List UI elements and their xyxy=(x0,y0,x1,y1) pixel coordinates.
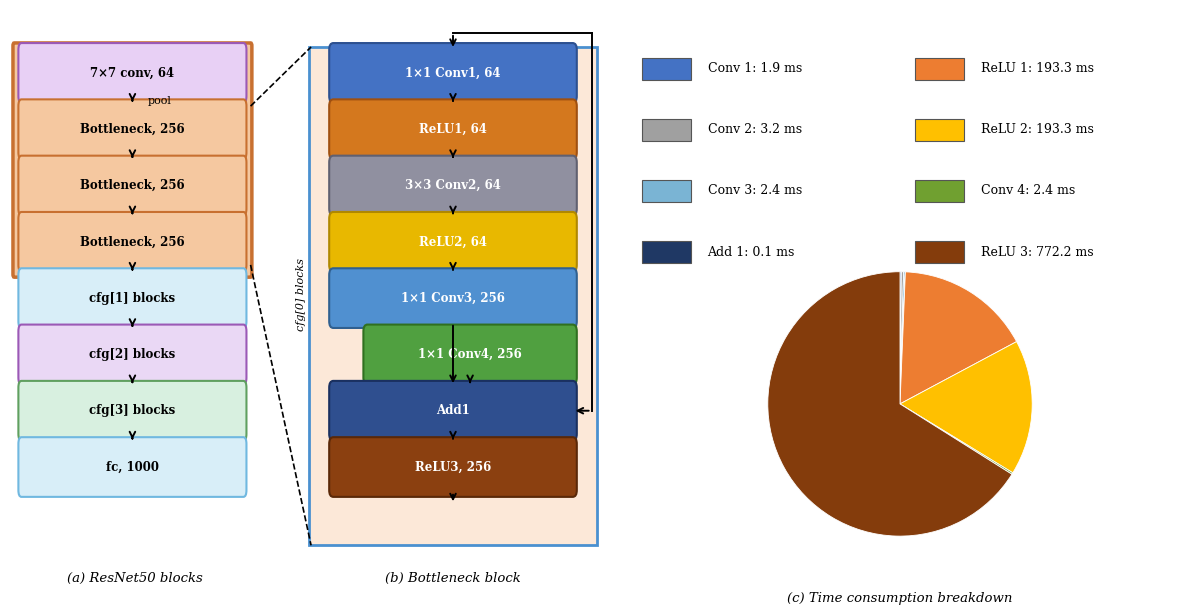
Wedge shape xyxy=(900,272,1016,404)
FancyBboxPatch shape xyxy=(329,212,577,272)
Text: pool: pool xyxy=(148,96,172,106)
Text: Bottleneck, 256: Bottleneck, 256 xyxy=(80,235,185,248)
Bar xyxy=(642,241,691,263)
Bar xyxy=(916,241,964,263)
Text: Bottleneck, 256: Bottleneck, 256 xyxy=(80,122,185,136)
Wedge shape xyxy=(900,404,1013,474)
Text: ReLU 1: 193.3 ms: ReLU 1: 193.3 ms xyxy=(980,62,1093,75)
FancyBboxPatch shape xyxy=(329,155,577,215)
Bar xyxy=(642,180,691,202)
Wedge shape xyxy=(900,272,904,404)
Text: cfg[1] blocks: cfg[1] blocks xyxy=(89,291,175,305)
FancyBboxPatch shape xyxy=(18,43,246,103)
FancyBboxPatch shape xyxy=(18,324,246,384)
Text: Conv 2: 3.2 ms: Conv 2: 3.2 ms xyxy=(708,123,802,136)
Text: ReLU 2: 193.3 ms: ReLU 2: 193.3 ms xyxy=(980,123,1093,136)
Text: Conv 4: 2.4 ms: Conv 4: 2.4 ms xyxy=(980,184,1075,198)
Text: 1×1 Conv3, 256: 1×1 Conv3, 256 xyxy=(401,291,505,305)
Text: ReLU 3: 772.2 ms: ReLU 3: 772.2 ms xyxy=(980,245,1093,259)
Wedge shape xyxy=(900,272,901,404)
Bar xyxy=(916,58,964,80)
FancyBboxPatch shape xyxy=(310,47,596,545)
FancyBboxPatch shape xyxy=(13,43,252,277)
Wedge shape xyxy=(900,272,905,404)
Text: Conv 3: 2.4 ms: Conv 3: 2.4 ms xyxy=(708,184,802,198)
Text: cfg[0] blocks: cfg[0] blocks xyxy=(296,258,306,331)
Text: Add1: Add1 xyxy=(436,404,470,417)
Text: cfg[3] blocks: cfg[3] blocks xyxy=(89,404,175,417)
Text: 1×1 Conv1, 64: 1×1 Conv1, 64 xyxy=(406,66,500,80)
Bar xyxy=(916,180,964,202)
Bar xyxy=(642,58,691,80)
Wedge shape xyxy=(768,272,1012,536)
Text: (b) Bottleneck block: (b) Bottleneck block xyxy=(385,572,521,584)
FancyBboxPatch shape xyxy=(18,155,246,215)
Text: (c) Time consumption breakdown: (c) Time consumption breakdown xyxy=(787,592,1013,605)
FancyBboxPatch shape xyxy=(18,212,246,272)
FancyBboxPatch shape xyxy=(364,324,577,384)
Bar xyxy=(642,119,691,141)
Text: 7×7 conv, 64: 7×7 conv, 64 xyxy=(90,66,174,80)
Wedge shape xyxy=(900,272,905,404)
Wedge shape xyxy=(900,341,1032,473)
FancyBboxPatch shape xyxy=(329,99,577,159)
FancyBboxPatch shape xyxy=(18,99,246,159)
FancyBboxPatch shape xyxy=(18,268,246,328)
FancyBboxPatch shape xyxy=(329,381,577,441)
Text: ReLU1, 64: ReLU1, 64 xyxy=(419,122,487,136)
FancyBboxPatch shape xyxy=(18,381,246,441)
Text: Add 1: 0.1 ms: Add 1: 0.1 ms xyxy=(708,245,794,259)
Text: ReLU3, 256: ReLU3, 256 xyxy=(415,460,491,474)
Text: Conv 1: 1.9 ms: Conv 1: 1.9 ms xyxy=(708,62,802,75)
FancyBboxPatch shape xyxy=(329,437,577,497)
FancyBboxPatch shape xyxy=(329,43,577,103)
Text: (a) ResNet50 blocks: (a) ResNet50 blocks xyxy=(67,572,203,584)
FancyBboxPatch shape xyxy=(18,437,246,497)
Text: Bottleneck, 256: Bottleneck, 256 xyxy=(80,179,185,192)
FancyBboxPatch shape xyxy=(329,268,577,328)
Text: 1×1 Conv4, 256: 1×1 Conv4, 256 xyxy=(419,348,522,361)
Text: fc, 1000: fc, 1000 xyxy=(106,460,158,474)
Text: ReLU2, 64: ReLU2, 64 xyxy=(419,235,487,248)
Text: cfg[2] blocks: cfg[2] blocks xyxy=(89,348,175,361)
Text: 3×3 Conv2, 64: 3×3 Conv2, 64 xyxy=(406,179,500,192)
Bar xyxy=(916,119,964,141)
